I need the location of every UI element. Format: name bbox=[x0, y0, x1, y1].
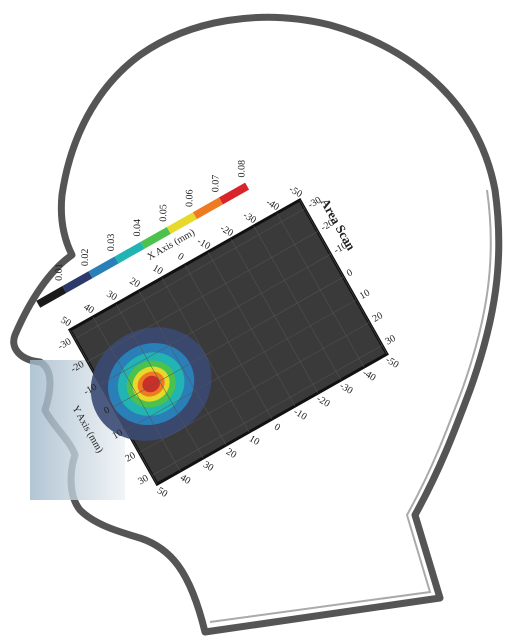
x-tick-label: 0 bbox=[272, 422, 282, 434]
y-tick-label: 0 bbox=[345, 267, 355, 279]
colorbar-segment bbox=[62, 271, 92, 293]
colorbar-label: 0.03 bbox=[106, 234, 117, 252]
colorbar-segment bbox=[219, 183, 249, 205]
colorbar-label: 0.06 bbox=[184, 189, 195, 207]
x-tick-label: -50 bbox=[287, 184, 304, 200]
colorbar-label: 0.05 bbox=[158, 204, 169, 222]
x-tick-label: 50 bbox=[59, 315, 73, 330]
x-tick-label: -10 bbox=[292, 406, 309, 422]
colorbar-label: 0.07 bbox=[210, 175, 221, 193]
colorbar-label: 0.04 bbox=[132, 219, 143, 237]
colorbar-segment bbox=[115, 242, 145, 264]
x-tick-label: 50 bbox=[155, 485, 169, 500]
colorbar-label: 0.08 bbox=[236, 160, 247, 178]
x-tick-label: 40 bbox=[82, 302, 96, 317]
y-tick-label: 20 bbox=[123, 450, 137, 464]
y-tick-label: 30 bbox=[384, 333, 398, 347]
x-tick-label: -30 bbox=[337, 380, 354, 396]
x-tick-label: 40 bbox=[178, 472, 192, 487]
y-tick-label: -30 bbox=[56, 336, 73, 352]
figure: X Axis (mm) Y Axis (mm) Area Scan 0.010.… bbox=[0, 0, 508, 643]
colorbar-segment bbox=[88, 257, 118, 279]
x-tick-label: -40 bbox=[360, 367, 377, 383]
page: {"title": "Area Scan", "colorbar": {"lab… bbox=[0, 0, 508, 643]
x-tick-label: 20 bbox=[224, 446, 238, 461]
x-tick-label: 20 bbox=[128, 276, 142, 291]
y-tick-label: 20 bbox=[371, 310, 385, 324]
x-tick-label: 10 bbox=[150, 263, 164, 278]
y-tick-label: 30 bbox=[136, 473, 150, 487]
x-tick-label: 30 bbox=[201, 459, 215, 474]
colorbar-label: 0.02 bbox=[80, 249, 91, 267]
x-tick-label: -20 bbox=[314, 393, 331, 409]
colorbar-segment bbox=[193, 197, 223, 219]
x-tick-label: 0 bbox=[176, 251, 186, 263]
x-tick-label: 10 bbox=[247, 433, 261, 448]
x-tick-label: -50 bbox=[383, 354, 400, 370]
y-tick-label: 10 bbox=[358, 287, 372, 301]
colorbar-label: 0.01 bbox=[54, 263, 65, 281]
x-tick-label: 30 bbox=[105, 289, 119, 304]
